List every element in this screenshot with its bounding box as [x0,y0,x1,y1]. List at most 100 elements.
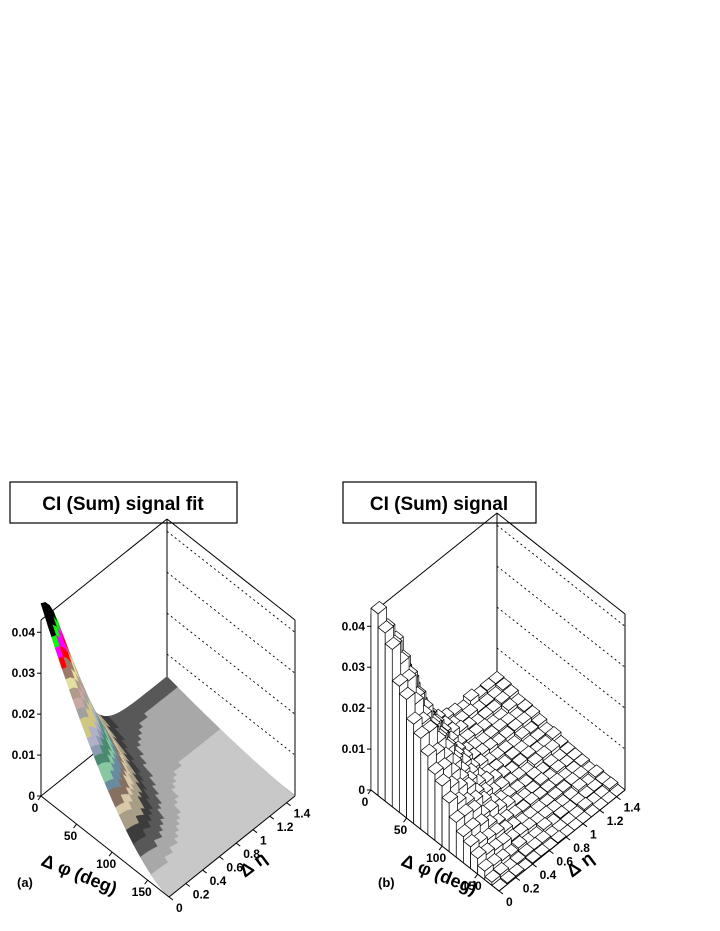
lego-bar [501,698,518,712]
x-tick-label-b: 50 [394,823,408,837]
frame-edge-a [166,518,296,621]
lego-bar [399,686,416,700]
lego-bar [434,773,451,787]
y-axis-label-a: Δ η [235,848,270,881]
y-axis-label-b: Δ η [562,848,597,881]
tick-labels-b: 00.010.020.030.0405010015000.20.40.60.81… [342,619,641,909]
y-tick-label-a: 0.4 [210,874,227,888]
y-tick-mark-a [269,815,275,820]
y-tick-mark-a [185,883,191,887]
z-tick-label-b: 0.01 [342,742,366,756]
lego-bar [527,752,544,766]
z-tick-label-a: 0.02 [12,707,36,721]
y-tick-mark-a [286,802,291,807]
x-tick-mark-b [403,817,407,823]
lego-bar [573,753,590,767]
y-tick-mark-b [616,796,621,801]
frame-edge-b [498,789,626,892]
x-tick-label-a: 50 [64,829,78,843]
lego-bar [492,862,510,876]
x-tick-mark-b [367,789,372,795]
lego-bar-face [391,680,400,813]
y-tick-label-a: 0.2 [193,888,210,902]
lego-bar-face [399,693,407,819]
gridline-a [166,653,296,756]
y-tick-label-b: 1.2 [607,814,624,828]
lego-bar [470,845,487,859]
y-tick-label-a: 1.4 [294,807,311,821]
y-tick-label-a: 1.2 [277,820,294,834]
gridline-b [496,647,626,750]
x-tick-label-a: 100 [96,857,116,871]
lego-bar [525,850,542,864]
y-tick-mark-b [515,877,521,881]
x-tick-label-a: 150 [132,885,152,899]
lego-bar [518,843,535,857]
z-tick-label-a: 0 [28,789,35,803]
lego-bar [519,745,537,759]
lego-bar-face [420,750,429,836]
lego-bar-face [406,718,415,825]
x-tick-mark-b [474,873,479,879]
x-tick-mark-b [438,845,443,851]
lego-bar [370,601,387,615]
y-tick-mark-a [235,842,241,847]
z-tick-label-a: 0.01 [12,748,36,762]
lego-bar [536,817,553,831]
lego-bar [463,688,480,702]
panel-b-lego-plot: CI (Sum) signal 0 0.01 0.02 0.03 0.04 0 50 100 1… [342,481,641,909]
lego-bar [504,746,521,760]
lego-bar [523,791,540,805]
gridline-a [166,571,296,674]
y-tick-mark-b [498,890,504,895]
y-tick-label-a: 0.6 [226,861,243,875]
chart-title-a: CI (Sum) signal fit [42,494,204,515]
panel-a-surface-plot: CI (Sum) signal fit 0 0.01 0.02 0.03 0.04 0 50… [9,481,311,915]
lego-bar [507,718,524,732]
x-tick-mark-a [37,795,42,801]
gridline-b [496,606,626,709]
panel-label-b: (b) [378,875,395,890]
lego-bar-face [448,816,457,858]
chart-title-b: CI (Sum) signal [370,494,508,515]
y-tick-label-a: 0.8 [243,847,260,861]
z-tick-label-a: 0.03 [12,666,36,680]
lego-bar-face [384,643,393,808]
y-tick-label-b: 0 [506,895,513,909]
lego-bar [550,830,567,844]
lego-bar [384,636,402,650]
frame-edge-a [168,795,296,898]
lego-bar [494,690,511,705]
y-tick-label-a: 0 [176,901,183,915]
gridline-a [166,530,296,633]
y-tick-mark-b [549,850,554,854]
x-tick-label-b: 0 [362,795,369,809]
y-tick-mark-b [599,809,605,814]
frame-edge-b [496,512,626,615]
z-tick-label-b: 0.02 [342,701,366,715]
lego-bar-face [441,797,450,853]
lego-b [370,601,626,892]
lego-bar [427,761,444,775]
x-tick-label-b: 150 [462,879,482,893]
lego-bar-face [413,732,422,830]
y-tick-label-a: 1 [260,834,267,848]
lego-bar [602,776,619,790]
lego-bar [413,725,430,739]
lego-bar [587,764,605,778]
surface-a [40,601,296,898]
y-tick-mark-b [565,836,571,841]
gridline-b [496,524,626,627]
lego-bar [516,698,533,712]
lego-bar [549,759,566,773]
y-tick-label-b: 0.6 [556,855,573,869]
gridline-a [166,612,296,715]
y-tick-label-b: 1.4 [624,801,641,815]
lego-bar [420,743,437,757]
z-tick-label-a: 0.04 [12,625,36,639]
y-tick-label-b: 1 [590,828,597,842]
frame-edge-b [370,512,498,615]
title-box-b [342,481,537,524]
lego-bar [539,779,557,793]
